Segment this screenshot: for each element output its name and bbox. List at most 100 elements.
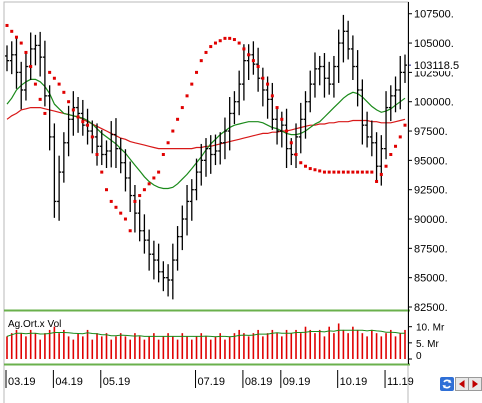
sar-dot (152, 176, 156, 180)
price-bar (42, 40, 47, 107)
price-bar (71, 91, 76, 136)
price-bar (9, 41, 14, 75)
price-bar (322, 53, 327, 98)
sar-dot (294, 153, 298, 156)
price-bar (104, 140, 109, 168)
sar-dot (313, 168, 317, 172)
x-axis: 03.19 04.19 05.19 07.19 08.19 09.19 10.19 11.19 (5, 370, 414, 388)
y-tick-label: 107500. (414, 9, 454, 21)
price-bar (208, 135, 213, 174)
y-tick-label: 97500. (414, 126, 448, 138)
sar-dot (33, 82, 37, 86)
price-bar (403, 54, 407, 83)
price-bar (142, 214, 147, 254)
x-tick-label: 05.19 (103, 376, 131, 388)
sar-dot (128, 229, 132, 233)
price-bar (38, 31, 43, 77)
sar-dot (337, 170, 341, 174)
y-tick-label: 85000. (414, 273, 448, 285)
price-bar (80, 99, 85, 136)
price-bar (33, 34, 38, 66)
sar-dot (365, 170, 369, 174)
price-bar (232, 91, 237, 124)
sar-dot (105, 188, 108, 192)
sar-dot (157, 170, 161, 174)
last-value-bg (411, 59, 482, 72)
scroll-right-button[interactable] (468, 377, 482, 391)
sar-dot (270, 94, 274, 98)
sar-dot (261, 76, 265, 80)
sar-dot (318, 169, 322, 173)
price-bar (180, 205, 185, 251)
price-bar (312, 52, 317, 98)
sar-dot (394, 144, 398, 148)
price-bar (279, 111, 284, 148)
sar-dot (62, 90, 66, 94)
sar-dot (95, 153, 99, 156)
sar-dot (19, 41, 23, 45)
sar-dot (242, 47, 246, 51)
price-bar (204, 138, 208, 177)
price-bar (109, 121, 114, 168)
scroll-left-button[interactable] (455, 377, 469, 391)
price-bar (222, 117, 227, 160)
arrow-left-icon (455, 377, 469, 391)
price-bar (23, 53, 28, 101)
price-bar (298, 102, 303, 154)
sar-dot (176, 117, 180, 121)
price-bar (19, 61, 24, 110)
sar-dot (289, 141, 293, 145)
price-bar (227, 97, 232, 151)
price-bar (151, 240, 156, 280)
price-bar (374, 132, 379, 183)
sar-dot (237, 41, 241, 45)
price-bar (199, 143, 204, 186)
price-bar (237, 70, 242, 116)
sar-dot (14, 35, 18, 39)
sar-dot (24, 50, 28, 54)
price-bar (161, 261, 166, 292)
refresh-button[interactable] (440, 377, 454, 391)
sar-dot (327, 170, 331, 174)
sar-dot (346, 170, 350, 174)
price-panel: 82500. 85000. 87500. 90000. 92500. 95000. 9750… (5, 9, 482, 314)
sar-dot (379, 172, 383, 176)
sar-dot (67, 100, 71, 104)
price-bar (213, 134, 218, 166)
price-bar (294, 123, 299, 168)
price-bar (246, 44, 251, 81)
price-bar (128, 161, 133, 212)
price-bar (256, 47, 261, 92)
sar-dot (389, 153, 393, 156)
sar-dot (256, 65, 260, 69)
price-bar (369, 120, 374, 157)
price-bar (57, 155, 62, 221)
sar-dot (266, 82, 270, 86)
price-bar (76, 97, 81, 133)
sar-dot (5, 23, 9, 27)
sar-dot (100, 170, 104, 174)
sar-dot (195, 70, 199, 74)
sar-dot (280, 117, 284, 121)
sar-dot (114, 205, 118, 209)
price-bar (14, 38, 19, 89)
last-value-label: 103118.5 (414, 60, 459, 72)
sar-dot (341, 170, 345, 174)
sar-dot (299, 161, 303, 165)
sar-dot (81, 120, 85, 124)
price-bar (308, 70, 313, 113)
volume-panel: Ag.Ort.x Vol 10. Mr 5. Mr0 (6, 319, 445, 362)
price-bar (241, 44, 246, 101)
price-bar (189, 179, 194, 221)
price-bar (336, 29, 341, 83)
price-bar (355, 50, 360, 107)
price-bar (61, 132, 66, 183)
sar-dot (213, 41, 217, 45)
sar-dot (48, 70, 52, 74)
sar-dot (190, 82, 194, 86)
price-bar (303, 91, 308, 139)
price-bar (99, 129, 104, 166)
price-bar (360, 79, 365, 145)
sar-dot (247, 53, 251, 57)
